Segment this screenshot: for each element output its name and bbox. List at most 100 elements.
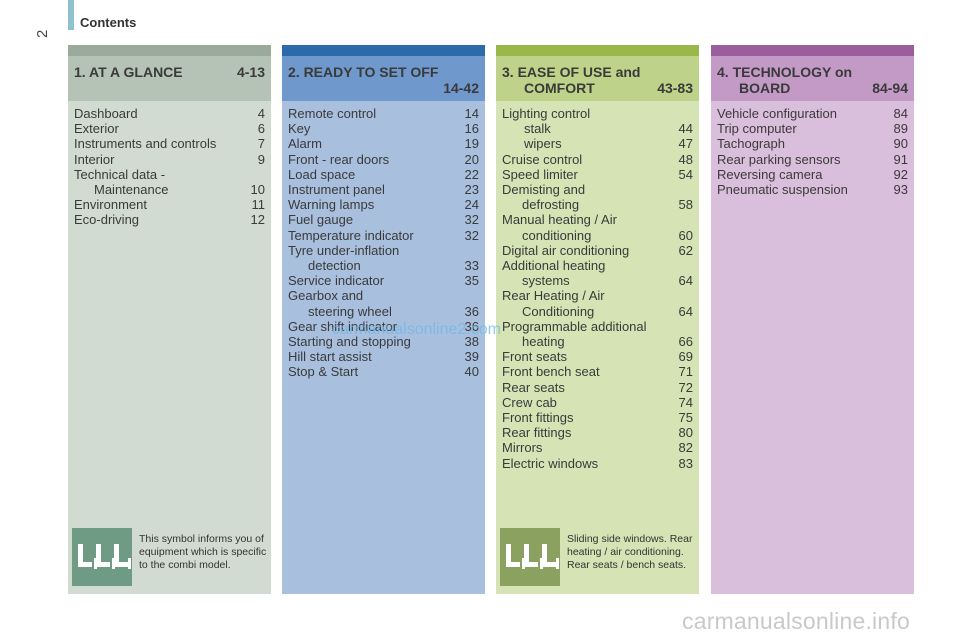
toc-entry-line: Lighting control	[502, 106, 693, 121]
toc-entry-line: Trip computer 89	[717, 121, 908, 136]
toc-entry[interactable]: Rear fittings 80	[502, 425, 693, 440]
toc-entry[interactable]: Rear seats 72	[502, 380, 693, 395]
toc-entry-label: Exterior	[74, 121, 119, 137]
toc-entry-label: Pneumatic suspension	[717, 182, 848, 198]
toc-entry[interactable]: Pneumatic suspension 93	[717, 182, 908, 197]
toc-entry-line: Tyre under-inflation	[288, 243, 479, 258]
toc-entry[interactable]: Gearbox and steering wheel 36	[288, 288, 479, 318]
toc-entry-page: 90	[893, 136, 908, 152]
toc-entry-line: Vehicle configuration 84	[717, 106, 908, 121]
toc-entry-page: 47	[678, 136, 693, 152]
section-title: 2. READY TO SET OFF	[288, 64, 439, 80]
toc-entry-label: Front fittings	[502, 410, 574, 426]
section-heading[interactable]: 1. AT A GLANCE 4-13	[68, 56, 271, 101]
toc-entry[interactable]: Tachograph 90	[717, 136, 908, 151]
seats-icon	[500, 528, 560, 586]
toc-entry[interactable]: Reversing camera 92	[717, 167, 908, 182]
toc-entry-page: 40	[464, 364, 479, 380]
toc-entry[interactable]: Mirrors 82	[502, 440, 693, 455]
toc-entry-label: Load space	[288, 166, 356, 182]
toc-entry-line: Hill start assist 39	[288, 349, 479, 364]
toc-entry[interactable]: Exterior 6	[74, 121, 265, 136]
toc-entry-page: 36	[464, 318, 479, 334]
toc-entry-line: Maintenance 10	[74, 182, 265, 197]
section-heading[interactable]: 4. TECHNOLOGY on BOARD 84-94	[711, 56, 914, 101]
toc-entry[interactable]: Instrument panel 23	[288, 182, 479, 197]
toc-entry-label: Trip computer	[717, 121, 797, 137]
combi-note: This symbol informs you of equipment whi…	[72, 528, 268, 588]
section-range: 14-42	[443, 80, 479, 96]
section-strip	[282, 45, 485, 56]
toc-entry-page: 11	[251, 197, 266, 213]
toc-entry[interactable]: Fuel gauge 32	[288, 212, 479, 227]
toc-entry-continuation: Maintenance	[94, 182, 169, 198]
toc-entry[interactable]: Instruments and controls 7	[74, 136, 265, 151]
toc-entry[interactable]: Front - rear doors 20	[288, 152, 479, 167]
toc-entry-page: 69	[678, 349, 693, 365]
toc-entry-line: Environment 11	[74, 197, 265, 212]
toc-entry[interactable]: Starting and stopping 38	[288, 334, 479, 349]
toc-entry[interactable]: Programmable additional heating 66	[502, 319, 693, 349]
toc-entry[interactable]: Speed limiter 54	[502, 167, 693, 182]
page-number: 2	[34, 29, 51, 38]
toc-entry[interactable]: Tyre under-inflation detection 33	[288, 243, 479, 273]
toc-entry[interactable]: Interior 9	[74, 152, 265, 167]
toc-entry-page: 19	[464, 136, 479, 152]
toc-entry[interactable]: Rear Heating / Air Conditioning 64	[502, 288, 693, 318]
section-heading[interactable]: 2. READY TO SET OFF 14-42	[282, 56, 485, 101]
toc-entry[interactable]: Environment 11	[74, 197, 265, 212]
toc-entry[interactable]: Temperature indicator 32	[288, 228, 479, 243]
toc-entry-label: Gearbox and	[288, 288, 364, 304]
section-heading[interactable]: 3. EASE OF USE and COMFORT 43-83	[496, 56, 699, 101]
toc-entry-continuation: steering wheel	[308, 303, 392, 319]
toc-entry-label: Eco-driving	[74, 212, 140, 228]
toc-entry[interactable]: Load space 22	[288, 167, 479, 182]
toc-list: Dashboard 4 Exterior 6 Instruments and contr…	[68, 101, 271, 228]
toc-entry-continuation: Conditioning	[522, 303, 595, 319]
toc-entry[interactable]: Front seats 69	[502, 349, 693, 364]
toc-entry[interactable]: Hill start assist 39	[288, 349, 479, 364]
toc-entry[interactable]: Service indicator 35	[288, 273, 479, 288]
toc-entry-line: Warning lamps 24	[288, 197, 479, 212]
toc-entry-page: 32	[464, 227, 479, 243]
toc-entry[interactable]: Rear parking sensors 91	[717, 152, 908, 167]
toc-entry[interactable]: wipers 47	[502, 136, 693, 151]
watermark-bottom[interactable]: carmanualsonline.info	[682, 608, 910, 634]
toc-entry[interactable]: Lighting control	[502, 106, 693, 121]
toc-entry-page: 91	[893, 151, 908, 167]
toc-entry-page: 20	[464, 151, 479, 167]
toc-entry[interactable]: Alarm 19	[288, 136, 479, 151]
toc-entry-continuation: systems	[522, 273, 570, 289]
toc-entry-page: 92	[893, 166, 908, 182]
toc-entry[interactable]: Eco-driving 12	[74, 212, 265, 227]
toc-entry[interactable]: Stop & Start 40	[288, 364, 479, 379]
toc-entry-continuation: stalk	[524, 121, 551, 137]
toc-entry-label: Instruments and controls	[74, 136, 217, 152]
toc-entry[interactable]: Digital air conditioning 62	[502, 243, 693, 258]
toc-entry[interactable]: Additional heating systems 64	[502, 258, 693, 288]
toc-entry[interactable]: Gear shift indicator 36	[288, 319, 479, 334]
toc-entry[interactable]: Manual heating / Air conditioning 60	[502, 212, 693, 242]
toc-entry-line: Front seats 69	[502, 349, 693, 364]
toc-entry-page: 35	[464, 273, 479, 289]
section-title-line2: BOARD	[739, 80, 791, 96]
toc-entry[interactable]: Warning lamps 24	[288, 197, 479, 212]
toc-entry[interactable]: Trip computer 89	[717, 121, 908, 136]
toc-entry[interactable]: Front fittings 75	[502, 410, 693, 425]
seats-icon	[72, 528, 132, 586]
toc-entry[interactable]: Dashboard 4	[74, 106, 265, 121]
toc-entry[interactable]: Electric windows 83	[502, 456, 693, 471]
toc-entry[interactable]: stalk 44	[502, 121, 693, 136]
toc-entry[interactable]: Cruise control 48	[502, 152, 693, 167]
toc-entry-label: Mirrors	[502, 440, 543, 456]
toc-entry[interactable]: Crew cab 74	[502, 395, 693, 410]
toc-entry-line: Digital air conditioning 62	[502, 243, 693, 258]
toc-entry-label: Warning lamps	[288, 197, 375, 213]
toc-entry[interactable]: Technical data - Maintenance 10	[74, 167, 265, 197]
toc-entry[interactable]: Remote control 14	[288, 106, 479, 121]
toc-entry[interactable]: Vehicle configuration 84	[717, 106, 908, 121]
toc-entry[interactable]: Demisting and defrosting 58	[502, 182, 693, 212]
toc-entry[interactable]: Key 16	[288, 121, 479, 136]
toc-entry-line: Alarm 19	[288, 136, 479, 151]
toc-entry[interactable]: Front bench seat 71	[502, 364, 693, 379]
